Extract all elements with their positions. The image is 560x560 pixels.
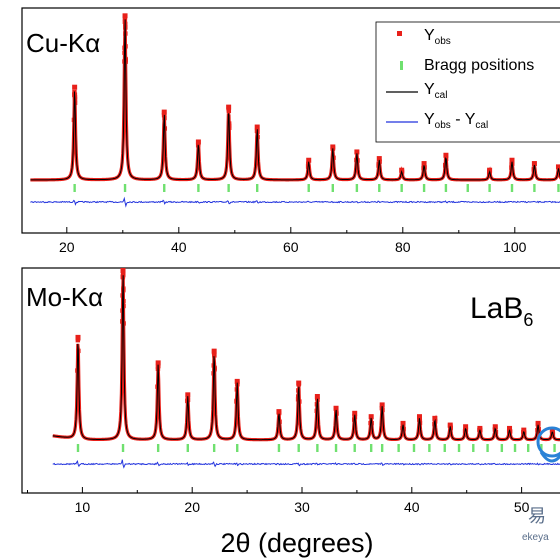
x-axis-label: 2θ (degrees) bbox=[220, 528, 373, 558]
panel-1-calculated-line bbox=[52, 275, 560, 441]
panel-1-tick-label-2: 30 bbox=[294, 499, 310, 515]
panel-0-bragg-15 bbox=[510, 184, 514, 192]
panel-1-bragg-7 bbox=[297, 444, 300, 452]
panel-0-tick-label-1: 40 bbox=[171, 239, 187, 255]
legend-bragg-label: Bragg positions bbox=[424, 57, 534, 74]
legend-cal-label: Ycal bbox=[424, 81, 447, 101]
panel-0-bragg-5 bbox=[256, 184, 259, 192]
panel-0-bragg-17 bbox=[557, 184, 560, 192]
panel-1-bragg-10 bbox=[353, 444, 356, 452]
panel-0-bragg-7 bbox=[331, 184, 334, 192]
panel-1-bragg-14 bbox=[412, 444, 416, 452]
panel-1-bragg-21 bbox=[513, 444, 517, 452]
panel-0-bragg-3 bbox=[197, 184, 200, 192]
panel-0-bragg-9 bbox=[378, 184, 381, 192]
panel-0-calculated-line bbox=[30, 19, 560, 181]
panel-0-bragg-12 bbox=[444, 184, 448, 192]
cu-ka-panel: Cu-Kα Yobs Bragg positions Ycal Yobs - Y… bbox=[21, 7, 560, 255]
panel-1-bragg-16 bbox=[443, 444, 446, 452]
panel-0-bragg-2 bbox=[163, 184, 166, 192]
panel-1-bragg-2 bbox=[156, 444, 160, 452]
panel-0-tick-label-2: 60 bbox=[283, 239, 299, 255]
panel-0-bragg-0 bbox=[73, 184, 76, 192]
legend-obs-label: Yobs bbox=[424, 27, 451, 47]
panel-0-difference-curve bbox=[30, 196, 560, 208]
panel-1-tick-label-3: 40 bbox=[404, 499, 420, 515]
panel-0-bragg-13 bbox=[466, 184, 469, 192]
panel-1-tick-label-0: 10 bbox=[75, 499, 91, 515]
panel-1-bragg-6 bbox=[277, 444, 281, 452]
panel-1-bragg-positions bbox=[76, 444, 556, 452]
panel-0-bragg-10 bbox=[400, 184, 403, 192]
legend-bragg-marker bbox=[400, 61, 403, 70]
panel-1-bragg-13 bbox=[397, 444, 400, 452]
panel-1-bragg-0 bbox=[76, 444, 80, 452]
panel-1-bragg-5 bbox=[236, 444, 239, 452]
panel-1-tick-label-1: 20 bbox=[184, 499, 200, 515]
panel-0-bragg-14 bbox=[488, 184, 491, 192]
panel-0-bragg-11 bbox=[422, 184, 426, 192]
panel-1-bragg-3 bbox=[186, 444, 189, 452]
panel-0-tick-label-0: 20 bbox=[59, 239, 75, 255]
legend: Yobs Bragg positions Ycal Yobs - Ycal bbox=[375, 21, 560, 143]
panel-1-bragg-12 bbox=[380, 444, 384, 452]
panel-1-bragg-4 bbox=[212, 444, 216, 452]
panel-1-bragg-8 bbox=[316, 444, 319, 452]
mo-ka-panel: Mo-Kα LaB6 10 20 30 40 50 2θ (degrees) bbox=[21, 267, 560, 558]
watermark-char: 易 bbox=[528, 506, 546, 527]
panel-0-tick-label-4: 100 bbox=[503, 239, 527, 255]
panel-1-bragg-18 bbox=[472, 444, 475, 452]
panel-1-bragg-9 bbox=[334, 444, 338, 452]
legend-diff-label: Yobs - Ycal bbox=[424, 111, 488, 131]
panel-1-bragg-17 bbox=[457, 444, 461, 452]
panel-1-bragg-22 bbox=[527, 444, 530, 452]
panel-1-bragg-1 bbox=[121, 444, 125, 452]
panel-1-bragg-23 bbox=[540, 444, 543, 452]
panel-1-difference-curve bbox=[52, 459, 560, 469]
panel-0-bragg-positions bbox=[73, 184, 560, 192]
panel-0-tick-label-3: 80 bbox=[395, 239, 411, 255]
watermark-logo: 易 ekeya bbox=[522, 426, 560, 543]
panel-1-tick-label-4: 50 bbox=[514, 499, 530, 515]
panel-1-bragg-11 bbox=[369, 444, 373, 452]
sample-label: LaB6 bbox=[470, 292, 533, 330]
panel-0-bragg-6 bbox=[307, 184, 310, 192]
panel-0-bragg-16 bbox=[533, 184, 536, 192]
mo-ka-panel-label: Mo-Kα bbox=[26, 282, 103, 312]
legend-obs-marker bbox=[397, 31, 402, 36]
watermark-text: ekeya bbox=[522, 532, 549, 543]
panel-1-bragg-15 bbox=[428, 444, 431, 452]
panel-1-bragg-19 bbox=[486, 444, 489, 452]
cu-ka-panel-label: Cu-Kα bbox=[26, 28, 100, 58]
panel-1-bragg-20 bbox=[500, 444, 504, 452]
panel-1-bragg-24 bbox=[553, 444, 556, 452]
panel-0-bragg-1 bbox=[123, 184, 127, 192]
panel-0-bragg-4 bbox=[227, 184, 230, 192]
cu-ka-plot-frame bbox=[21, 7, 560, 234]
panel-0-bragg-8 bbox=[355, 184, 359, 192]
